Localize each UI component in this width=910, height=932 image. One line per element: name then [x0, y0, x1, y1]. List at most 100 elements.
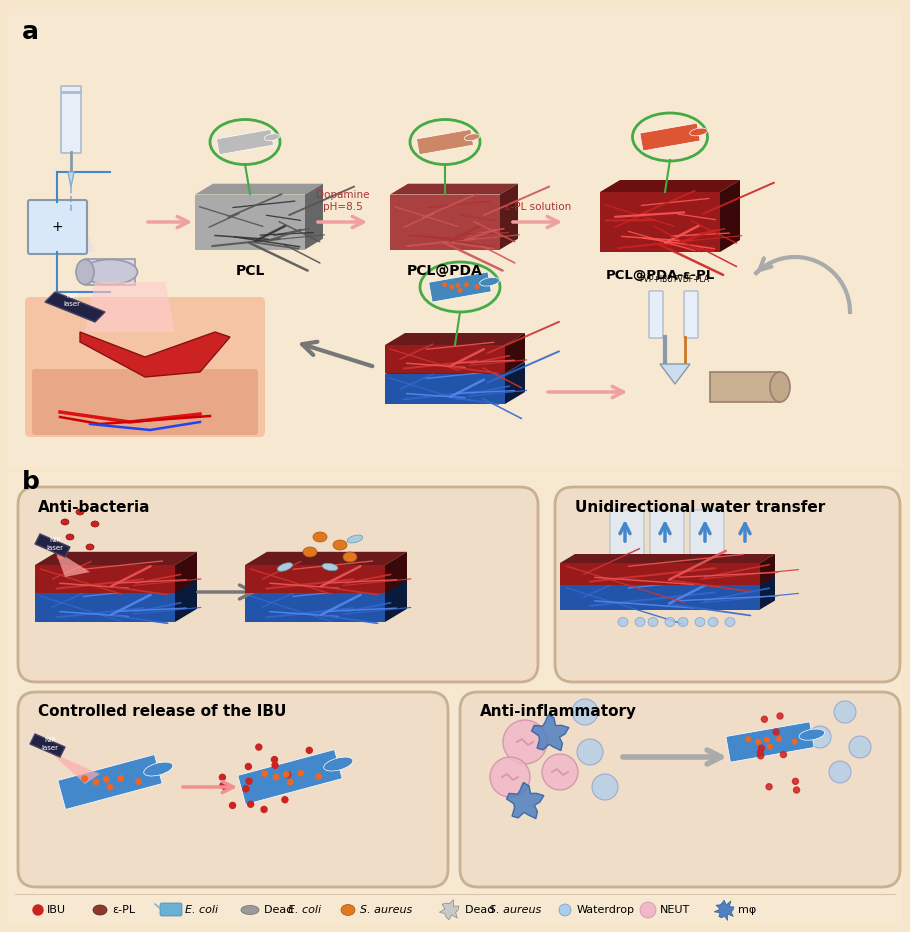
Polygon shape [80, 332, 230, 377]
Polygon shape [714, 900, 734, 921]
Circle shape [261, 806, 267, 813]
Polygon shape [440, 899, 459, 920]
Circle shape [794, 787, 800, 793]
Text: NIR
laser: NIR laser [46, 538, 64, 551]
Circle shape [756, 740, 761, 745]
FancyBboxPatch shape [28, 200, 87, 254]
Polygon shape [245, 565, 385, 593]
Circle shape [118, 775, 124, 781]
Polygon shape [385, 333, 525, 345]
Polygon shape [85, 282, 175, 332]
Circle shape [272, 762, 278, 768]
Circle shape [793, 778, 798, 785]
Polygon shape [68, 172, 74, 187]
Polygon shape [600, 180, 740, 192]
Bar [85, 259, 135, 285]
Circle shape [459, 289, 462, 293]
Text: Waterdrop: Waterdrop [577, 905, 635, 915]
FancyBboxPatch shape [160, 903, 182, 916]
Circle shape [490, 757, 530, 797]
FancyBboxPatch shape [33, 403, 257, 432]
Polygon shape [507, 783, 544, 818]
Text: IBU: IBU [47, 905, 66, 915]
Text: S. aureus: S. aureus [360, 905, 412, 915]
Circle shape [136, 779, 141, 784]
Text: PCL: PCL [236, 264, 265, 278]
Circle shape [288, 779, 293, 785]
FancyBboxPatch shape [18, 692, 448, 887]
Polygon shape [726, 721, 814, 762]
Polygon shape [720, 180, 740, 252]
Ellipse shape [333, 540, 347, 550]
Polygon shape [35, 534, 70, 557]
Circle shape [456, 283, 460, 287]
Circle shape [592, 774, 618, 800]
Polygon shape [30, 734, 65, 757]
Text: PVDF+LA: PVDF+LA [672, 275, 709, 284]
Polygon shape [45, 292, 105, 322]
Circle shape [443, 283, 447, 286]
Polygon shape [55, 550, 90, 577]
Polygon shape [640, 123, 700, 151]
Circle shape [33, 905, 43, 915]
Ellipse shape [559, 904, 571, 916]
Circle shape [792, 739, 797, 744]
Text: NIR
laser: NIR laser [42, 737, 58, 750]
Polygon shape [195, 195, 305, 250]
Circle shape [243, 786, 249, 792]
Ellipse shape [695, 618, 705, 626]
Text: Dead: Dead [264, 905, 297, 915]
Polygon shape [175, 579, 197, 622]
FancyBboxPatch shape [18, 487, 538, 682]
Circle shape [746, 737, 751, 742]
Circle shape [829, 761, 851, 783]
Polygon shape [500, 184, 518, 250]
Polygon shape [175, 552, 197, 593]
Circle shape [834, 701, 856, 723]
Ellipse shape [690, 128, 707, 136]
Circle shape [777, 713, 783, 719]
Ellipse shape [83, 259, 137, 284]
Circle shape [777, 736, 782, 741]
Polygon shape [35, 592, 175, 622]
Ellipse shape [464, 134, 480, 141]
Circle shape [781, 751, 786, 758]
Circle shape [248, 802, 254, 807]
Polygon shape [217, 130, 274, 155]
Polygon shape [35, 579, 197, 592]
Ellipse shape [343, 552, 357, 562]
Text: mφ: mφ [738, 905, 756, 915]
Polygon shape [35, 552, 197, 565]
Circle shape [220, 783, 226, 788]
Text: Anti-bacteria: Anti-bacteria [38, 500, 150, 515]
Polygon shape [505, 333, 525, 373]
Ellipse shape [618, 618, 628, 626]
FancyBboxPatch shape [8, 472, 902, 922]
Polygon shape [245, 552, 407, 565]
Circle shape [282, 797, 288, 802]
Text: NIR
laser: NIR laser [64, 294, 80, 307]
Polygon shape [385, 362, 525, 374]
Circle shape [104, 776, 109, 782]
Ellipse shape [480, 278, 500, 286]
Ellipse shape [324, 757, 353, 771]
Circle shape [94, 779, 99, 785]
Ellipse shape [61, 519, 69, 525]
Text: E. coli: E. coli [185, 905, 218, 915]
Circle shape [450, 285, 453, 289]
Ellipse shape [303, 547, 317, 557]
Polygon shape [238, 749, 342, 804]
Text: Anti-inflammatory: Anti-inflammatory [480, 704, 637, 719]
Circle shape [849, 736, 871, 758]
Circle shape [273, 774, 278, 780]
Circle shape [809, 726, 831, 748]
Polygon shape [505, 362, 525, 404]
Ellipse shape [86, 544, 94, 550]
Polygon shape [560, 584, 760, 610]
Ellipse shape [241, 906, 259, 914]
Circle shape [475, 285, 479, 289]
Polygon shape [560, 575, 775, 584]
Circle shape [640, 902, 656, 918]
Ellipse shape [93, 905, 107, 915]
FancyBboxPatch shape [650, 510, 684, 566]
